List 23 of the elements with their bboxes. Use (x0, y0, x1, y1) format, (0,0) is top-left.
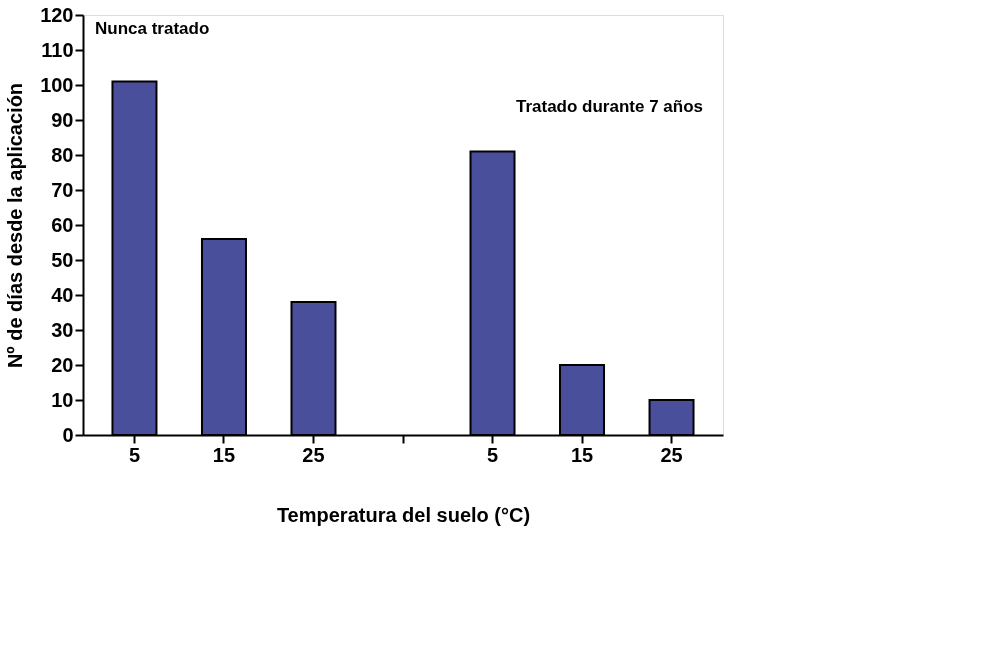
y-axis-title: Nº de días desde la aplicación (4, 82, 27, 369)
y-tick-label: 70 (51, 178, 74, 201)
x-tick-label: 5 (486, 443, 499, 466)
y-tick-label: 0 (62, 423, 74, 446)
y-tick-label: 60 (51, 213, 74, 236)
y-tick-label: 110 (41, 38, 74, 61)
y-tick-label: 90 (51, 108, 74, 131)
x-tick-label: 25 (302, 443, 325, 466)
x-tick-label: 25 (660, 443, 683, 466)
x-tick-label: 15 (212, 443, 236, 466)
annotation: Tratado durante 7 años (515, 97, 703, 116)
y-tick-label: 100 (40, 73, 74, 96)
y-tick-label: 40 (51, 283, 74, 306)
y-tick-label: 10 (51, 388, 74, 411)
x-axis-title: Temperatura del suelo (°C) (276, 503, 531, 526)
y-tick-label: 50 (51, 248, 74, 271)
x-tick-label: 15 (570, 443, 594, 466)
x-tick-label: 5 (128, 443, 141, 466)
y-tick-label: 20 (51, 353, 74, 376)
y-tick-label: 30 (51, 318, 74, 341)
annotation: Nunca tratado (95, 19, 210, 38)
y-tick-label: 80 (51, 143, 74, 166)
y-tick-label: 120 (40, 3, 74, 26)
